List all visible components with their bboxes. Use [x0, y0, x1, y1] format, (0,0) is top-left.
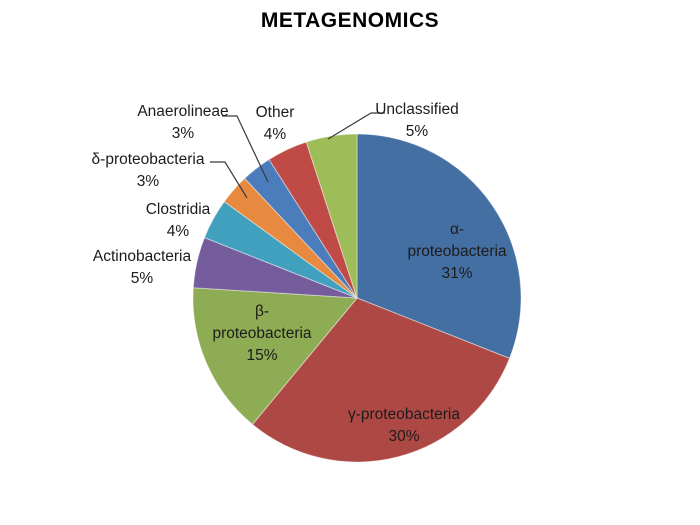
label-unclassified-name: Unclassified — [375, 101, 459, 118]
label-anaerolineae: Anaerolineae 3% — [137, 101, 228, 145]
pie-slice-clostridia — [203, 200, 358, 299]
label-beta-proteobacteria-pct: 15% — [246, 347, 278, 364]
label-anaerolineae-pct: 3% — [171, 125, 195, 142]
chart-title: METAGENOMICS — [260, 9, 440, 32]
label-alpha-proteobacteria: α- proteobacteria 31% — [407, 219, 506, 285]
pie-slice-alpha-proteobacteria — [356, 133, 522, 360]
pie-slices — [192, 133, 522, 463]
label-alpha-proteobacteria-line2: proteobacteria — [407, 243, 507, 260]
label-beta-proteobacteria-line1: β- — [254, 303, 270, 320]
pie-slice-actinobacteria — [192, 236, 358, 299]
label-gamma-proteobacteria-pct: 30% — [388, 428, 420, 445]
label-actinobacteria-name: Actinobacteria — [92, 248, 192, 265]
label-delta-proteobacteria-name: δ-proteobacteria — [91, 151, 205, 168]
pie-slice-other — [268, 141, 358, 299]
label-gamma-proteobacteria: γ-proteobacteria 30% — [348, 404, 460, 448]
label-beta-proteobacteria-line2: proteobacteria — [212, 325, 312, 342]
label-delta-proteobacteria: δ-proteobacteria 3% — [92, 149, 205, 193]
leader-line-delta-proteobacteria — [210, 161, 248, 199]
label-alpha-proteobacteria-line1: α- — [449, 221, 465, 238]
pie-slice-beta-proteobacteria — [192, 287, 359, 426]
label-other-name: Other — [255, 104, 295, 121]
label-actinobacteria: Actinobacteria 5% — [93, 246, 191, 290]
label-unclassified: Unclassified 5% — [375, 99, 459, 143]
leader-line-unclassified — [327, 112, 385, 140]
label-alpha-proteobacteria-pct: 31% — [441, 265, 473, 282]
label-unclassified-pct: 5% — [405, 123, 429, 140]
pie-slice-gamma-proteobacteria — [251, 297, 511, 463]
label-clostridia: Clostridia 4% — [146, 199, 211, 243]
label-delta-proteobacteria-pct: 3% — [136, 173, 160, 190]
label-anaerolineae-name: Anaerolineae — [137, 103, 229, 120]
label-clostridia-name: Clostridia — [145, 201, 211, 218]
pie-slice-delta-proteobacteria — [223, 177, 358, 299]
leader-line-anaerolineae — [222, 115, 269, 183]
pie-slice-anaerolineae — [243, 158, 358, 299]
label-clostridia-pct: 4% — [166, 223, 190, 240]
leader-lines — [210, 112, 385, 199]
pie-slice-unclassified — [305, 133, 358, 299]
label-beta-proteobacteria: β- proteobacteria 15% — [212, 301, 311, 367]
label-other: Other 4% — [256, 102, 295, 146]
label-actinobacteria-pct: 5% — [130, 270, 154, 287]
label-gamma-proteobacteria-name: γ-proteobacteria — [347, 406, 461, 423]
label-other-pct: 4% — [263, 126, 287, 143]
